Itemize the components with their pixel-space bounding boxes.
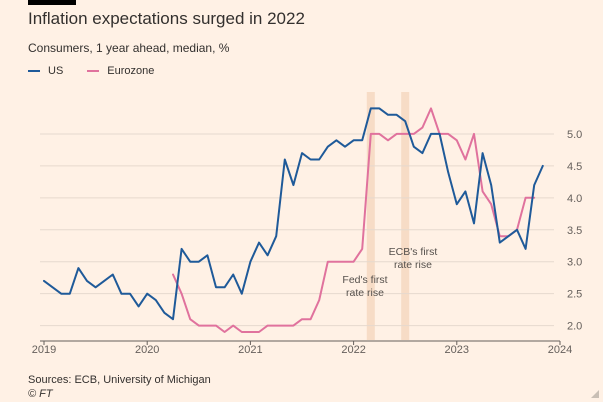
chart-subtitle: Consumers, 1 year ahead, median, %	[28, 41, 230, 55]
chart-title: Inflation expectations surged in 2022	[28, 9, 305, 28]
legend-swatch-eurozone	[87, 70, 100, 72]
y-tick-label: 4.5	[567, 161, 582, 173]
annotation-label-1: rate rise	[394, 259, 432, 271]
annotation-band-0	[366, 92, 375, 340]
y-tick-label: 2.5	[567, 289, 582, 301]
y-tick-label: 3.0	[567, 257, 582, 269]
source-note: Sources: ECB, University of Michigan	[28, 374, 211, 386]
brand-bar	[28, 0, 76, 5]
annotation-label-0: Fed's first	[342, 274, 387, 286]
y-tick-label: 2.0	[567, 321, 582, 333]
legend-label-us: US	[48, 65, 64, 77]
credit-note: © FT	[28, 388, 53, 400]
legend-item-eurozone: Eurozone	[87, 65, 154, 77]
x-tick-label: 2020	[135, 344, 159, 356]
legend-label-eurozone: Eurozone	[107, 65, 155, 77]
series-line-us	[43, 107, 544, 321]
annotation-label-1: ECB's first	[389, 246, 438, 258]
legend: US Eurozone	[28, 64, 178, 78]
x-tick-label: 2022	[341, 344, 365, 356]
annotation-label-0: rate rise	[346, 287, 384, 299]
x-tick-label: 2024	[548, 344, 572, 356]
y-tick-label: 4.0	[567, 193, 582, 205]
y-tick-label: 3.5	[567, 225, 582, 237]
legend-swatch-us	[28, 70, 40, 72]
y-tick-label: 5.0	[567, 129, 582, 141]
annotation-band-1	[401, 92, 410, 340]
legend-item-us: US	[28, 65, 63, 77]
x-tick-label: 2019	[32, 344, 56, 356]
x-tick-label: 2021	[238, 344, 262, 356]
series-line-eurozone	[172, 107, 536, 333]
x-tick-label: 2023	[445, 344, 469, 356]
resize-handle	[591, 390, 599, 398]
